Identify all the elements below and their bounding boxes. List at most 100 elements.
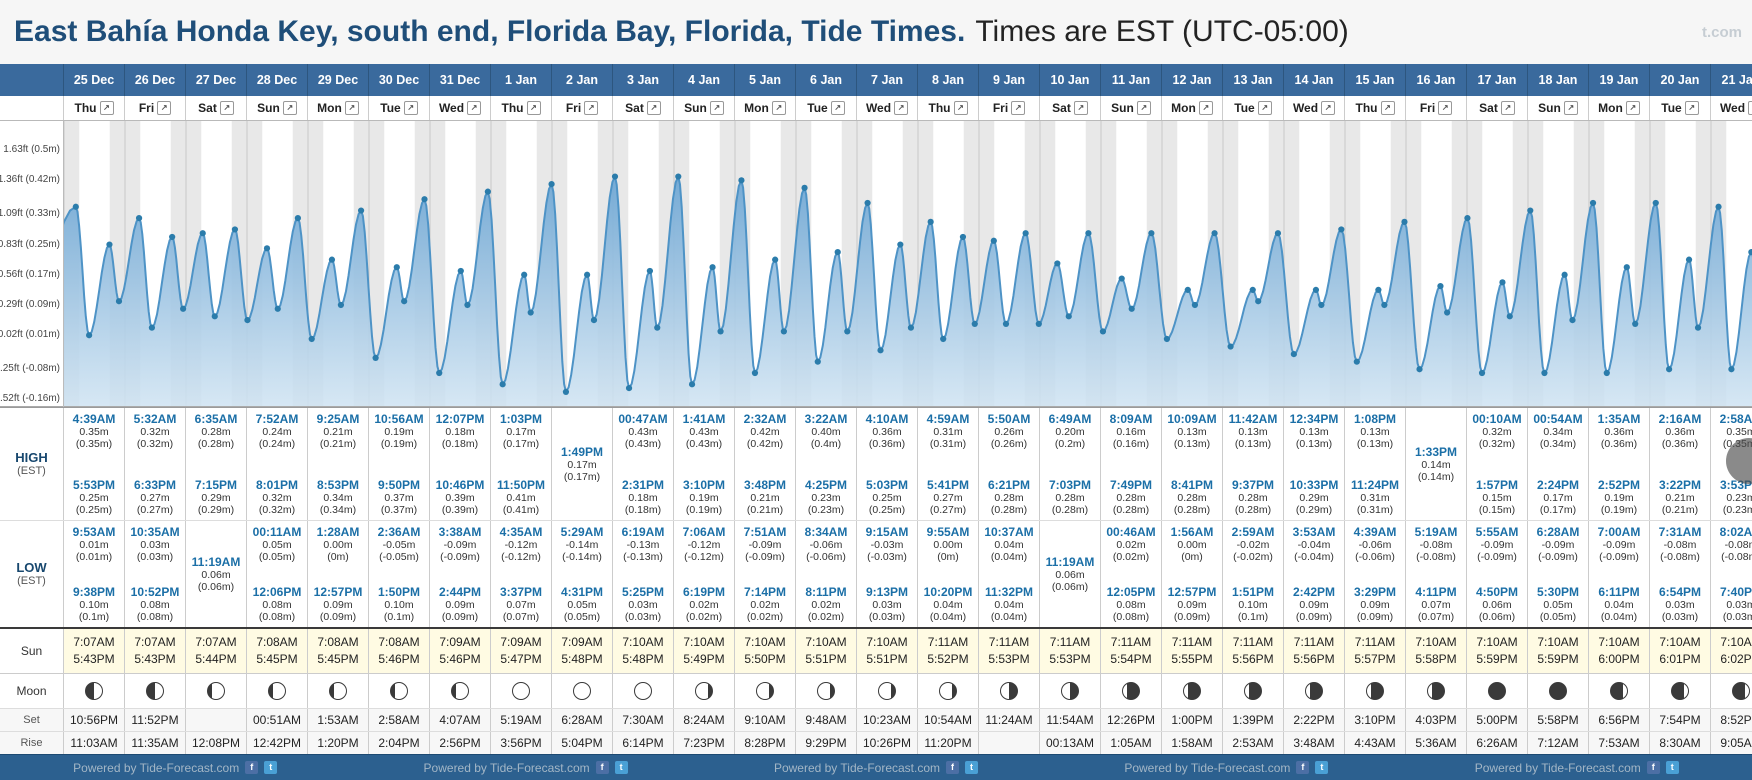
expand-day-icon[interactable]: ↗ — [344, 101, 359, 115]
moonrise-time: 10:26PM — [857, 732, 918, 754]
sunset-time: 5:45PM — [317, 652, 359, 666]
tide-point — [717, 328, 724, 335]
low-tide-height-paren: (-0.05m) — [379, 551, 419, 563]
high-tide-cell: 4:39AM 0.35m (0.35m) 5:53PM 0.25m (0.25m) — [64, 408, 125, 520]
moon-phase-cells — [64, 674, 1752, 708]
low-tide-height: -0.08m — [1419, 539, 1453, 551]
moon-phase-cell — [552, 674, 613, 708]
twitter-icon[interactable]: t — [264, 761, 278, 774]
expand-day-icon[interactable]: ↗ — [646, 101, 661, 115]
low-tide-height-paren: (-0.02m) — [1233, 551, 1273, 563]
expand-day-icon[interactable]: ↗ — [1500, 101, 1515, 115]
expand-day-icon[interactable]: ↗ — [830, 101, 845, 115]
high-tide-time: 6:49AM — [1048, 412, 1092, 426]
facebook-icon[interactable]: f — [946, 761, 960, 774]
tide-point — [263, 245, 271, 252]
twitter-icon[interactable]: t — [1665, 761, 1679, 774]
expand-day-icon[interactable]: ↗ — [1748, 101, 1752, 115]
twitter-icon[interactable]: t — [614, 761, 628, 774]
low-tide-time: 5:29AM — [560, 525, 604, 539]
facebook-icon[interactable]: f — [1296, 761, 1310, 774]
expand-day-icon[interactable]: ↗ — [467, 101, 482, 115]
low-tide-height-paren: (-0.13m) — [623, 551, 663, 563]
sunset-time: 5:48PM — [561, 652, 603, 666]
expand-day-icon[interactable]: ↗ — [894, 101, 909, 115]
expand-day-icon[interactable]: ↗ — [403, 101, 418, 115]
low-tide-time: 00:11AM — [252, 525, 302, 539]
low-tide-height: -0.09m — [1602, 539, 1636, 551]
expand-day-icon[interactable]: ↗ — [1011, 101, 1026, 115]
low-tide-time: 4:31PM — [560, 585, 604, 599]
expand-day-icon[interactable]: ↗ — [1625, 101, 1640, 115]
moonrise-time: 1:20PM — [308, 732, 369, 754]
high-tide-cell: 1:35AM 0.36m (0.36m) 2:52PM 0.19m (0.19m) — [1589, 408, 1650, 520]
expand-day-icon[interactable]: ↗ — [1563, 101, 1578, 115]
expand-day-icon[interactable]: ↗ — [99, 101, 114, 115]
expand-day-icon[interactable]: ↗ — [1198, 101, 1213, 115]
low-tide-time: 00:46AM — [1106, 525, 1156, 539]
expand-day-icon[interactable]: ↗ — [709, 101, 724, 115]
sun-times-cell: 7:10AM 5:59PM — [1467, 629, 1528, 673]
high-tide-entry: 10:33PM 0.29m (0.29m) — [1284, 478, 1344, 516]
y-axis-label: 0.83ft (0.25m) — [0, 238, 60, 250]
low-tide-height: 0.10m — [384, 599, 414, 611]
facebook-icon[interactable]: f — [1646, 761, 1660, 774]
expand-day-icon[interactable]: ↗ — [953, 101, 968, 115]
moonset-time: 4:03PM — [1406, 709, 1467, 731]
tide-point — [959, 233, 967, 241]
low-tide-height: 0.09m — [1177, 599, 1207, 611]
moonset-time: 6:28AM — [552, 709, 613, 731]
moonrise-time: 5:04PM — [552, 732, 613, 754]
expand-day-icon[interactable]: ↗ — [282, 101, 297, 115]
weekday-row: Thu ↗ Fri ↗ Sat ↗ Sun ↗ Mon ↗ Tue ↗ Wed ↗ Thu ↗ Fri ↗ Sat ↗… — [0, 96, 1752, 121]
low-tide-height: -0.03m — [870, 539, 904, 551]
sun-times-cell: 7:10AM 5:58PM — [1406, 629, 1467, 673]
twitter-icon[interactable]: t — [1315, 761, 1329, 774]
high-tide-height-paren: (0.17m) — [1539, 504, 1577, 516]
low-tide-entry: 12:05PM 0.08m (0.08m) — [1101, 585, 1161, 623]
low-tide-height-paren: (-0.09m) — [1538, 551, 1578, 563]
date-header: 3 Jan — [613, 64, 674, 96]
expand-day-icon[interactable]: ↗ — [584, 101, 599, 115]
facebook-icon[interactable]: f — [245, 761, 259, 774]
high-tide-time: 10:56AM — [374, 412, 424, 426]
expand-day-icon[interactable]: ↗ — [157, 101, 172, 115]
low-tide-row-label: LOW (EST) — [0, 521, 64, 627]
low-tide-cell: 7:31AM -0.08m (-0.08m) 6:54PM 0.03m (0.03m) — [1650, 521, 1711, 627]
high-tide-time: 6:35AM — [194, 412, 238, 426]
high-tide-cell: 1:33PM 0.14m (0.14m) — [1406, 408, 1467, 520]
expand-day-icon[interactable]: ↗ — [1684, 101, 1699, 115]
moonrise-time: 2:56PM — [430, 732, 491, 754]
expand-day-icon[interactable]: ↗ — [1073, 101, 1088, 115]
expand-day-icon[interactable]: ↗ — [526, 101, 541, 115]
expand-day-icon[interactable]: ↗ — [219, 101, 234, 115]
tide-point — [464, 301, 471, 309]
moon-phase-icon — [634, 682, 652, 700]
weekday-label: Wed — [438, 101, 465, 115]
tide-point — [625, 385, 633, 392]
sunset-time: 5:56PM — [1232, 652, 1274, 666]
moonrise-time: 9:05AM — [1711, 732, 1752, 754]
high-tide-cell: 8:09AM 0.16m (0.16m) 7:49PM 0.28m (0.28m) — [1101, 408, 1162, 520]
high-tide-cell: 12:34PM 0.13m (0.13m) 10:33PM 0.29m (0.29m) — [1284, 408, 1345, 520]
low-tide-height: -0.12m — [687, 539, 721, 551]
tide-point — [1065, 313, 1072, 320]
expand-day-icon[interactable]: ↗ — [1380, 101, 1395, 115]
high-tide-height: 0.21m — [323, 426, 353, 438]
high-tide-entry: 7:49PM 0.28m (0.28m) — [1101, 478, 1161, 516]
expand-day-icon[interactable]: ↗ — [1136, 101, 1151, 115]
high-tide-time: 8:41PM — [1170, 478, 1214, 492]
facebook-icon[interactable]: f — [595, 761, 609, 774]
tide-area — [29, 176, 1752, 407]
expand-day-icon[interactable]: ↗ — [1321, 101, 1336, 115]
expand-day-icon[interactable]: ↗ — [1257, 101, 1272, 115]
expand-day-icon[interactable]: ↗ — [1438, 101, 1453, 115]
tide-point — [1748, 249, 1752, 256]
low-tide-time: 4:11PM — [1415, 585, 1457, 599]
low-tide-height: 0.00m — [323, 539, 353, 551]
sun-times-cell: 7:11AM 5:56PM — [1223, 629, 1284, 673]
moon-phase-cell — [64, 674, 125, 708]
expand-day-icon[interactable]: ↗ — [771, 101, 786, 115]
twitter-icon[interactable]: t — [965, 761, 979, 774]
high-tide-height-paren: (0.27m) — [136, 504, 174, 516]
